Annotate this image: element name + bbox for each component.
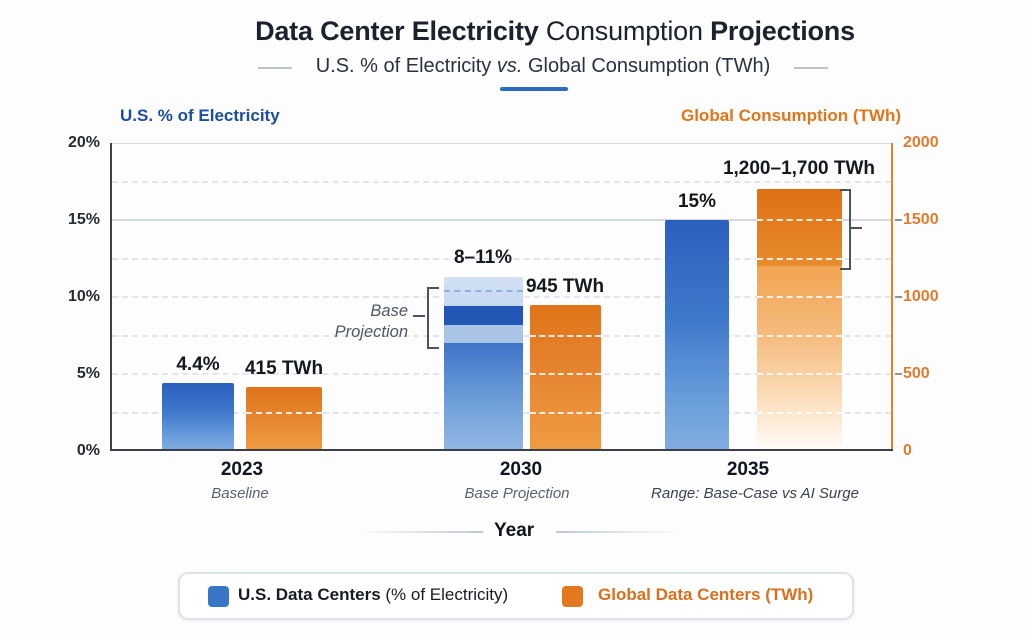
right-tick-2000: 2000 [903, 134, 939, 151]
x-sublabel-2030: Base Projection [464, 485, 570, 502]
left-axis-line [110, 143, 112, 451]
gridline-15 [112, 219, 891, 221]
chart-subtitle: U.S. % of Electricity vs. Global Consump… [28, 55, 1030, 78]
subtitle-left-dash [258, 67, 292, 69]
bar-us-2030-light-band [444, 324, 523, 344]
bar-global-2035-range-fill [757, 189, 842, 267]
right-axis-title: Global Consumption (TWh) [680, 106, 901, 125]
right-axis-tickmark-1500 [895, 219, 902, 221]
bar-gridline-overlay [757, 373, 842, 375]
right-tick-500: 500 [903, 365, 930, 382]
legend-swatch-us [208, 586, 229, 607]
subtitle-post: Global Consumption (TWh) [522, 55, 771, 77]
bar-gridline-overlay [757, 411, 842, 414]
title-bold-2: Projections [710, 16, 855, 46]
right-axis-tickmark-500 [895, 373, 902, 375]
bar-label-us-2030: 8–11% [453, 246, 513, 268]
x-label-2035: 2035 [726, 459, 770, 480]
left-tick-0: 0% [76, 442, 100, 459]
base-projection-line1: Base [370, 302, 408, 320]
bar-gridline-overlay [757, 296, 842, 298]
range-bracket-2030 [427, 286, 439, 350]
bar-gridline-overlay [530, 334, 601, 337]
bar-label-global-2035: 1,200–1,700 TWh [722, 158, 876, 180]
subtitle-pre: U.S. % of Electricity [315, 55, 497, 77]
legend-label-us: U.S. Data Centers (% of Electricity) [238, 585, 508, 605]
right-axis-line [891, 143, 893, 451]
range-bracket-2035-tick [851, 226, 862, 229]
legend-label-us-rest: (% of Electricity) [380, 585, 509, 604]
x-label-2030: 2030 [499, 459, 543, 480]
year-divider-left [357, 531, 483, 533]
bar-global-2023 [246, 143, 322, 451]
bar-gridline-overlay [757, 257, 842, 260]
right-tick-0: 0 [903, 442, 912, 459]
legend-label-global: Global Data Centers (TWh) [598, 585, 814, 604]
subtitle-right-dash [794, 67, 828, 69]
legend-swatch-global [562, 586, 583, 607]
plot-top-border [112, 143, 891, 144]
bar-us-2035-fill [665, 220, 729, 451]
left-axis-title: U.S. % of Electricity [120, 106, 280, 125]
range-bracket-2035 [840, 189, 851, 271]
x-sublabel-2035: Range: Base-Case vs AI Surge [651, 485, 859, 502]
bar-gridline-overlay [757, 219, 842, 221]
bar-gridline-overlay [530, 411, 601, 414]
bar-us-2030-dashed-line [444, 289, 523, 292]
title-bold-1: Data Center Electricity [255, 16, 539, 46]
gridline-12.5 [112, 257, 891, 260]
base-projection-annotation: Base Projection [280, 301, 408, 343]
right-tick-1000: 1000 [903, 288, 939, 305]
left-tick-15: 15% [67, 211, 100, 228]
title-accent-underline [500, 87, 568, 91]
bar-label-us-2035: 15% [677, 191, 717, 212]
bar-us-2023 [162, 143, 234, 451]
bar-us-2030-base-band [444, 306, 523, 325]
x-axis-line [110, 449, 893, 451]
right-axis-tickmark-1000 [895, 296, 902, 298]
right-tick-1500: 1500 [903, 211, 939, 228]
annotation-connector-dash [413, 315, 425, 317]
bar-gridline-overlay [757, 334, 842, 337]
bar-us-2030-main-fill [444, 343, 523, 451]
bar-gridline-overlay [246, 411, 322, 414]
plot-area: 4.4% 415 TWh 8–11% 945 TWh 15% 1,200–1,7… [110, 143, 902, 451]
x-sublabel-2023: Baseline [211, 485, 269, 502]
page-title: Data Center Electricity Consumption Proj… [80, 16, 1030, 47]
bar-global-2035 [757, 143, 842, 451]
bar-gridline-overlay [530, 373, 601, 375]
x-axis-title: Year [494, 520, 535, 541]
title-normal: Consumption [538, 16, 711, 46]
legend: U.S. Data Centers (% of Electricity) Glo… [178, 572, 854, 620]
base-projection-line2: Projection [334, 323, 408, 341]
bar-us-2023-fill [162, 383, 234, 451]
bar-label-us-2023: 4.4% [176, 354, 220, 376]
legend-label-us-bold: U.S. Data Centers [238, 585, 381, 604]
bar-global-2030 [530, 143, 601, 451]
bar-global-2023-fill [246, 387, 322, 451]
left-tick-5: 5% [76, 365, 100, 382]
gridline-17.5 [112, 180, 891, 183]
bar-us-2030 [444, 143, 523, 451]
year-divider-right [556, 531, 682, 533]
subtitle-vs: vs. [496, 55, 523, 77]
x-label-2023: 2023 [220, 459, 264, 480]
bar-label-global-2023: 415 TWh [244, 358, 324, 380]
left-tick-10: 10% [67, 288, 100, 305]
bar-us-2035 [665, 143, 729, 451]
left-tick-20: 20% [67, 134, 100, 151]
bar-global-2035-fade-fill [757, 266, 842, 451]
bar-global-2030-fill [530, 305, 601, 451]
bar-label-global-2030: 945 TWh [525, 276, 605, 298]
